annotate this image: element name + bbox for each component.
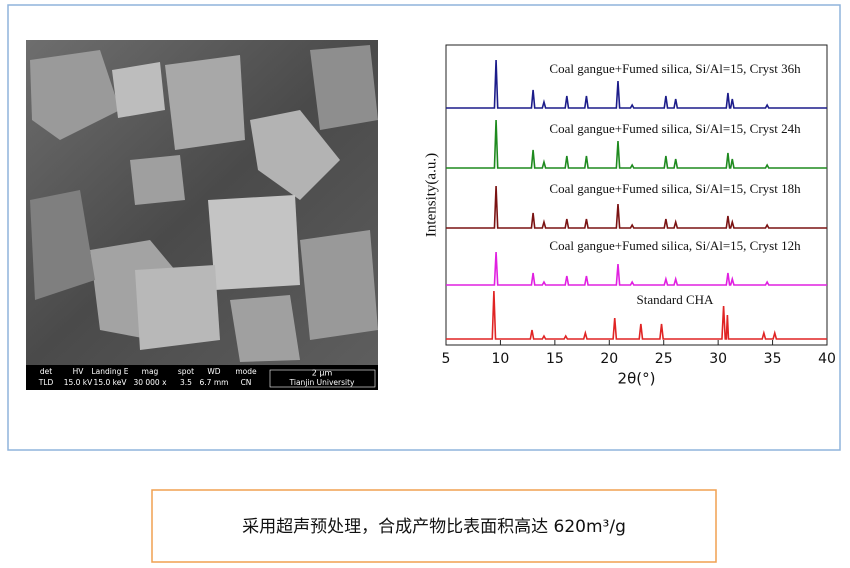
info-value: CN [241, 378, 252, 387]
info-header: mode [235, 367, 257, 376]
info-value: 3.5 [180, 378, 192, 387]
series-label: Standard CHA [637, 292, 715, 307]
series-label: Coal gangue+Fumed silica, Si/Al=15, Crys… [549, 238, 801, 253]
x-tick-label: 10 [492, 351, 510, 367]
y-axis-label: Intensity(a.u.) [423, 153, 439, 237]
series-label: Coal gangue+Fumed silica, Si/Al=15, Crys… [549, 181, 801, 196]
x-tick-label: 35 [764, 351, 782, 367]
info-header: det [40, 367, 52, 376]
series-label: Coal gangue+Fumed silica, Si/Al=15, Crys… [549, 61, 801, 76]
xrd-pattern [446, 290, 827, 340]
xrd-pattern [446, 59, 827, 109]
institution: Tianjin University [289, 378, 355, 387]
x-tick-label: 25 [655, 351, 673, 367]
x-tick-label: 30 [709, 351, 727, 367]
info-value: TLD [38, 378, 54, 387]
info-header: Landing E [91, 367, 128, 376]
xrd-pattern [446, 251, 827, 286]
xrd-pattern [446, 119, 827, 169]
scale-bar-label: 2 μm [312, 369, 333, 378]
xrd-pattern [446, 185, 827, 229]
caption: 采用超声预处理，合成产物比表面积高达 620m³/g [242, 517, 626, 537]
series-label: Coal gangue+Fumed silica, Si/Al=15, Crys… [549, 121, 801, 136]
caption-box [151, 489, 717, 563]
xrd-chart: 5 10 15 20 25 30 35 40 2θ(°) Intensity(a.u.) Coal … [423, 44, 836, 388]
x-tick-label: 40 [818, 351, 836, 367]
info-header: HV [73, 367, 85, 376]
info-value: 15.0 keV [94, 378, 128, 387]
x-tick-label: 20 [600, 351, 618, 367]
info-value: 6.7 mm [200, 378, 229, 387]
info-value: 15.0 kV [64, 378, 93, 387]
info-header: WD [207, 367, 220, 376]
figure-frame [7, 4, 841, 451]
sem-info-bar: det TLD HV 15.0 kV Landing E 15.0 keV mag 30 00… [38, 367, 257, 387]
info-value: 30 000 x [133, 378, 167, 387]
x-axis-label: 2θ(°) [618, 370, 656, 388]
scale-box [269, 369, 376, 388]
sem-image [26, 40, 378, 390]
info-header: spot [178, 367, 194, 376]
x-tick-label: 5 [442, 351, 451, 367]
info-header: mag [142, 367, 159, 376]
plot-frame [445, 44, 828, 346]
x-tick-label: 15 [546, 351, 564, 367]
